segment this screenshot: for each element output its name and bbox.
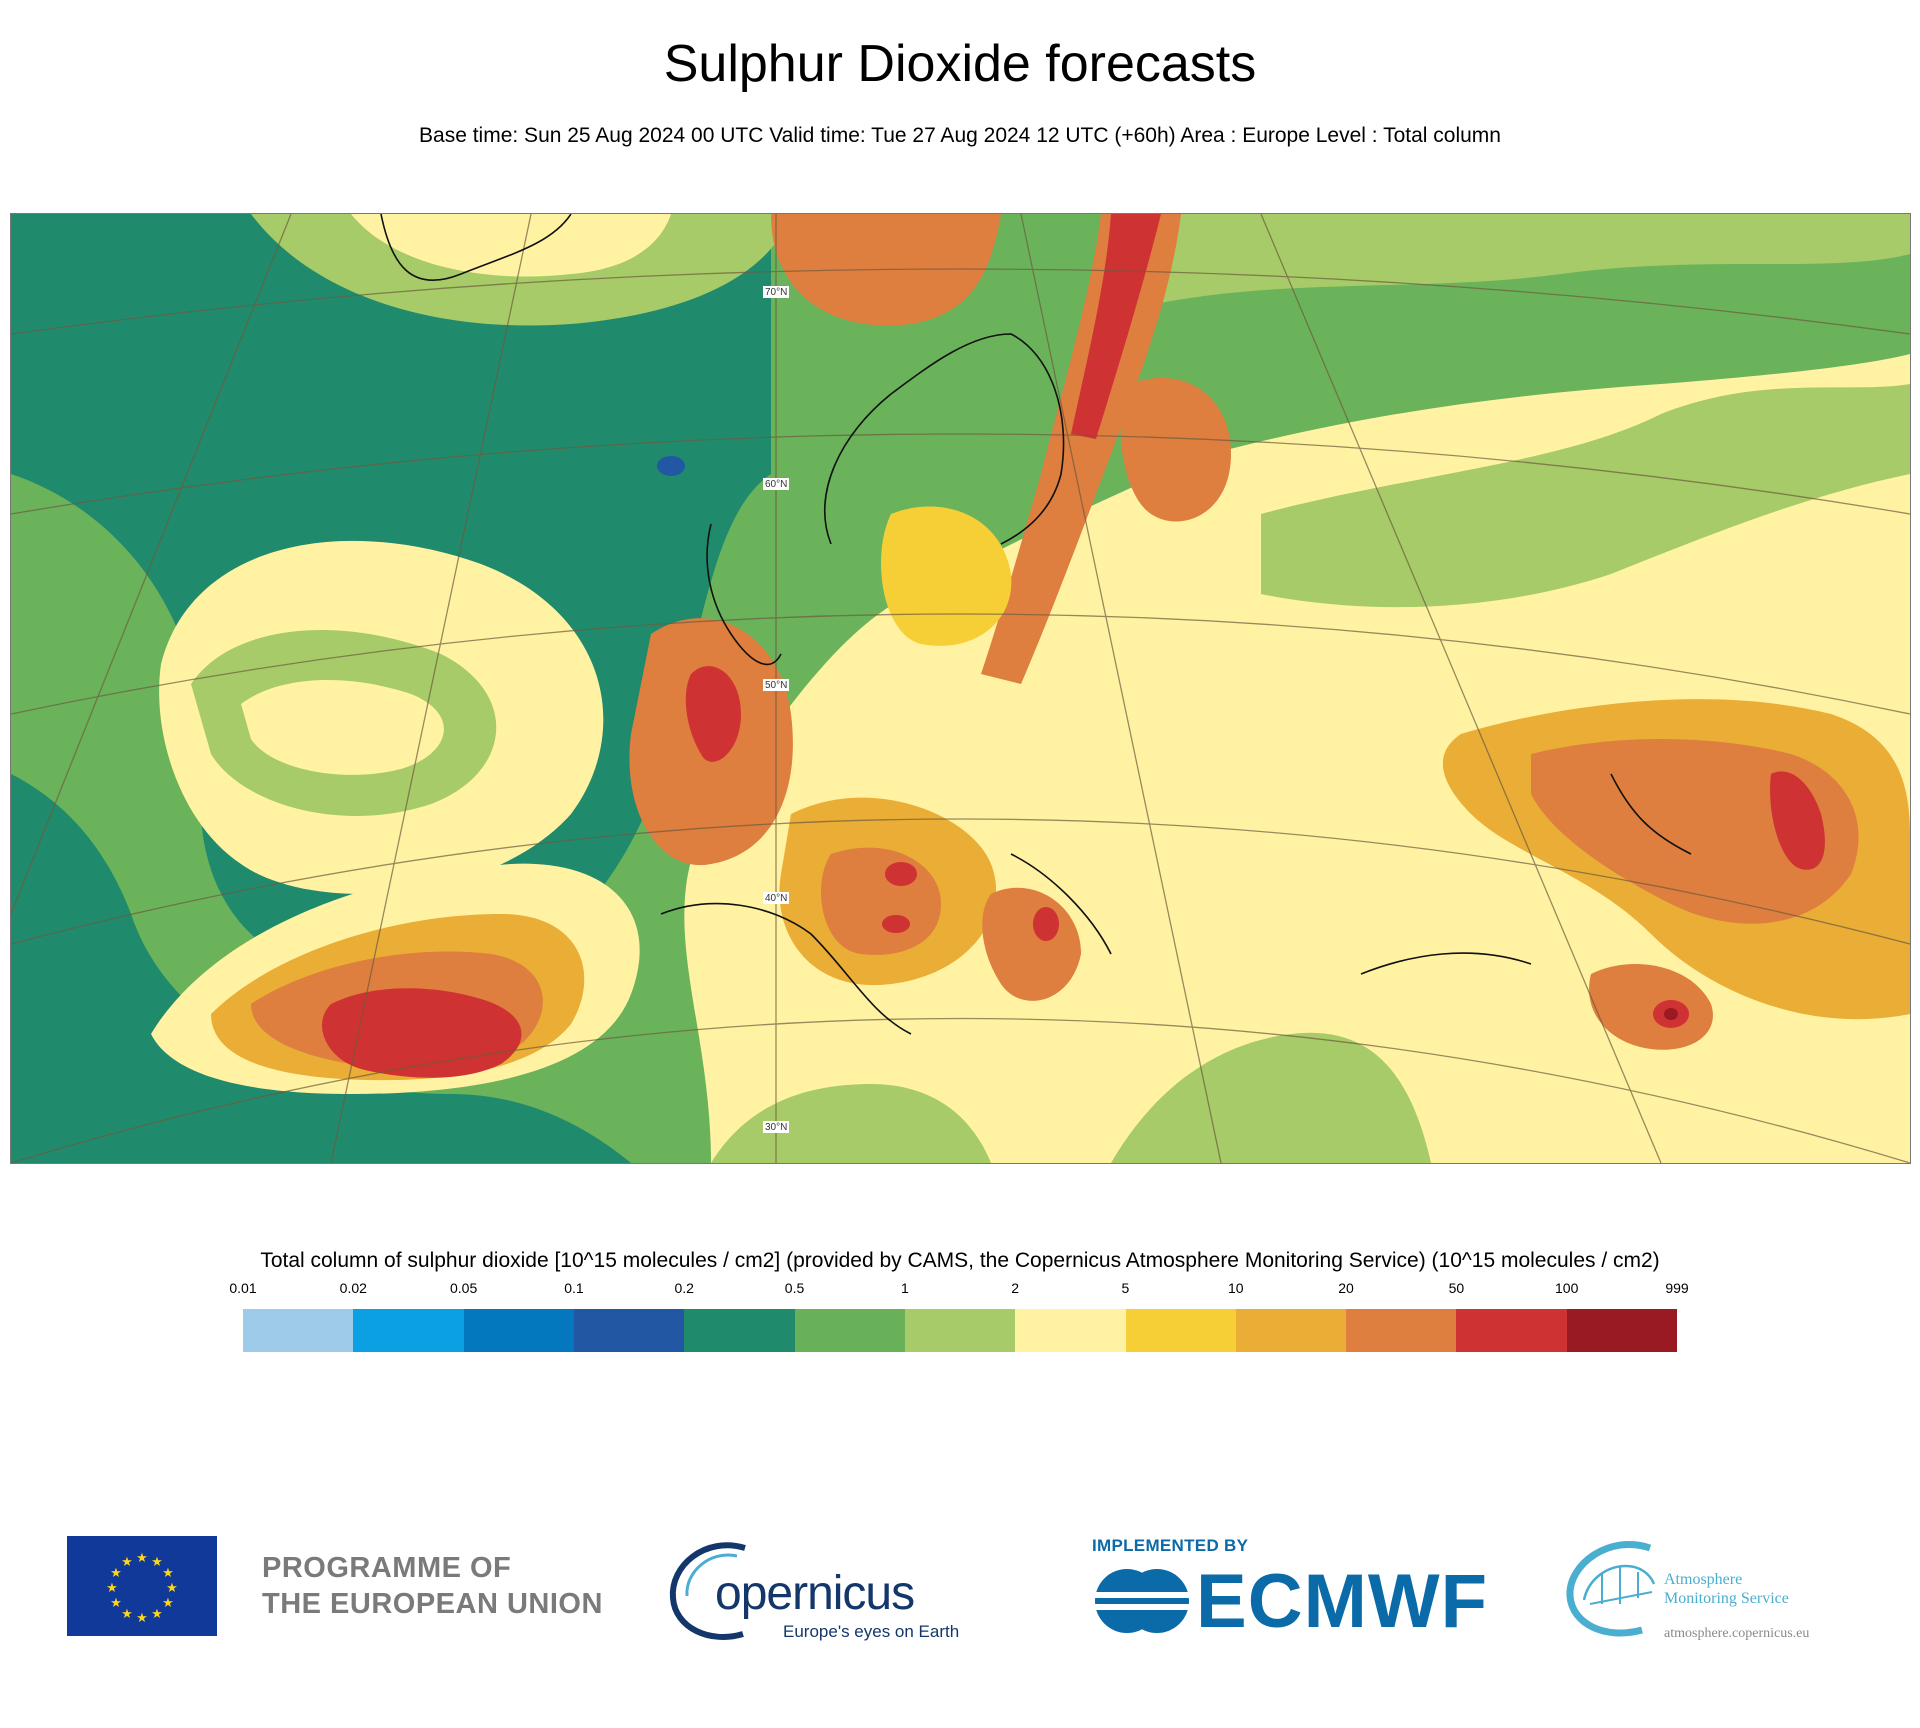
lat-label-70: 70°N (765, 287, 787, 298)
eu-line-1: PROGRAMME OF (262, 1552, 512, 1584)
canary-core (322, 988, 522, 1078)
copernicus-word: opernicus (715, 1567, 915, 1620)
lat-labels: 70°N 60°N 50°N 40°N 30°N (763, 286, 789, 1133)
colorbar-tick: 100 (1555, 1280, 1579, 1296)
colorbar-swatch (1235, 1309, 1347, 1352)
lat-label-40: 40°N (765, 893, 787, 904)
colorbar-swatch (904, 1309, 1016, 1352)
russia-band (1261, 384, 1910, 608)
ams-url: atmosphere.copernicus.eu (1664, 1626, 1810, 1641)
ecmwf-word: ECMWF (1196, 1559, 1489, 1644)
colorbar-tick: 5 (1121, 1280, 1130, 1296)
labrador-low (151, 234, 271, 314)
colorbar-tick: 50 (1448, 1280, 1465, 1296)
arctic-band (1111, 214, 1910, 314)
svg-text:★: ★ (121, 1607, 133, 1622)
caspian-core (1770, 771, 1825, 870)
svg-text:★: ★ (166, 1581, 178, 1596)
sardinia-core (885, 862, 917, 886)
atlantic-swirl-inner (241, 680, 444, 775)
ams-line-1: Atmosphere (1664, 1571, 1743, 1588)
copernicus-tagline: Europe's eyes on Earth (783, 1622, 960, 1641)
svg-text:★: ★ (136, 1611, 148, 1626)
libya-band (1111, 1032, 1431, 1163)
svg-text:★: ★ (121, 1555, 133, 1570)
balearic-core (882, 915, 910, 933)
copernicus-c-icon (669, 1542, 746, 1640)
colorbar-tick: 2 (1011, 1280, 1020, 1296)
legend-title: Total column of sulphur dioxide [10^15 m… (260, 1249, 1660, 1272)
svg-text:★: ★ (162, 1566, 174, 1581)
svg-text:★: ★ (151, 1555, 163, 1570)
colorbar-swatch (1456, 1309, 1567, 1352)
greenland-band (351, 214, 671, 277)
colorbar-swatches (243, 1309, 1678, 1352)
sahara-band (711, 1084, 991, 1163)
eu-line-2: THE EUROPEAN UNION (262, 1588, 603, 1620)
colorbar-swatch (353, 1309, 464, 1352)
eu-programme-text: PROGRAMME OF THE EUROPEAN UNION (262, 1550, 603, 1622)
footer-logos: ★ ★ ★ ★ ★ ★ ★ ★ ★ ★ ★ ★ PROGRAMME OF THE EUROPEA… (0, 1530, 1920, 1650)
colorbar-swatch (573, 1309, 685, 1352)
colorbar-tick: 0.05 (449, 1280, 478, 1296)
colorbar-tick: 0.1 (564, 1280, 584, 1296)
colorbar-swatch (463, 1309, 574, 1352)
forecast-subtitle: Base time: Sun 25 Aug 2024 00 UTC Valid … (419, 124, 1501, 147)
lat-label-30: 30°N (765, 1122, 787, 1133)
svg-text:★: ★ (110, 1596, 122, 1611)
colorbar-swatch (1015, 1309, 1126, 1352)
colorbar-tick: 999 (1665, 1280, 1689, 1296)
ams-globe-icon (1566, 1540, 1656, 1637)
colorbar-tick: 10 (1227, 1280, 1244, 1296)
colorbar-tick: 0.02 (339, 1280, 367, 1296)
scandinavia-patch (881, 506, 1012, 646)
lat-label-50: 50°N (765, 680, 787, 691)
baltic-plume-core (1071, 214, 1161, 439)
svg-text:★: ★ (110, 1566, 122, 1581)
lat-label-60: 60°N (765, 479, 787, 490)
colorbar-swatch (1346, 1309, 1457, 1352)
southwest-low-region (11, 774, 631, 1163)
colorbar-tick: 20 (1338, 1280, 1354, 1296)
colorbar-swatch (1125, 1309, 1236, 1352)
ams-name: Atmosphere Monitoring Service (1664, 1570, 1789, 1608)
persian-gulf-plume (1589, 964, 1713, 1050)
north-sea-min (657, 456, 685, 476)
colorbar-tick: 0.5 (784, 1280, 805, 1296)
colorbar-tick: 0.01 (229, 1280, 257, 1296)
baltic-plume (981, 214, 1181, 684)
colorbar-swatch (1566, 1309, 1678, 1352)
finland-patch (1120, 377, 1231, 522)
so2-map[interactable]: 70°N 60°N 50°N 40°N 30°N (10, 213, 1911, 1164)
ams-logo: Atmosphere Monitoring Service atmosphere… (1560, 1534, 1820, 1644)
etna-core (1033, 907, 1059, 941)
persian-gulf-peak (1664, 1008, 1678, 1020)
biscay-core (685, 666, 741, 762)
svg-text:★: ★ (162, 1596, 174, 1611)
map-canvas: 70°N 60°N 50°N 40°N 30°N (11, 214, 1910, 1163)
colorbar-tick: 1 (900, 1280, 909, 1296)
svg-text:★: ★ (151, 1607, 163, 1622)
ecmwf-emblem-icon (1092, 1569, 1192, 1633)
copernicus-logo: opernicus Europe's eyes on Earth (665, 1536, 965, 1646)
colorbar-tick: 0.2 (674, 1280, 694, 1296)
colorbar-swatch (684, 1309, 795, 1352)
ams-line-2: Monitoring Service (1664, 1590, 1789, 1607)
implemented-by: IMPLEMENTED BY (1092, 1536, 1249, 1555)
svg-text:★: ★ (106, 1581, 118, 1596)
coastlines (380, 214, 1692, 1035)
eu-flag-icon: ★ ★ ★ ★ ★ ★ ★ ★ ★ ★ ★ ★ (67, 1536, 217, 1636)
page-title: Sulphur Dioxide forecasts (663, 35, 1257, 93)
colorbar: 0.01 0.02 0.05 0.1 0.2 0.5 1 2 5 10 20 50 100 999 (229, 1280, 1689, 1352)
svg-text:★: ★ (136, 1551, 148, 1566)
colorbar-swatch (794, 1309, 905, 1352)
graticule (11, 214, 1910, 1163)
colorbar-swatch (243, 1309, 354, 1352)
